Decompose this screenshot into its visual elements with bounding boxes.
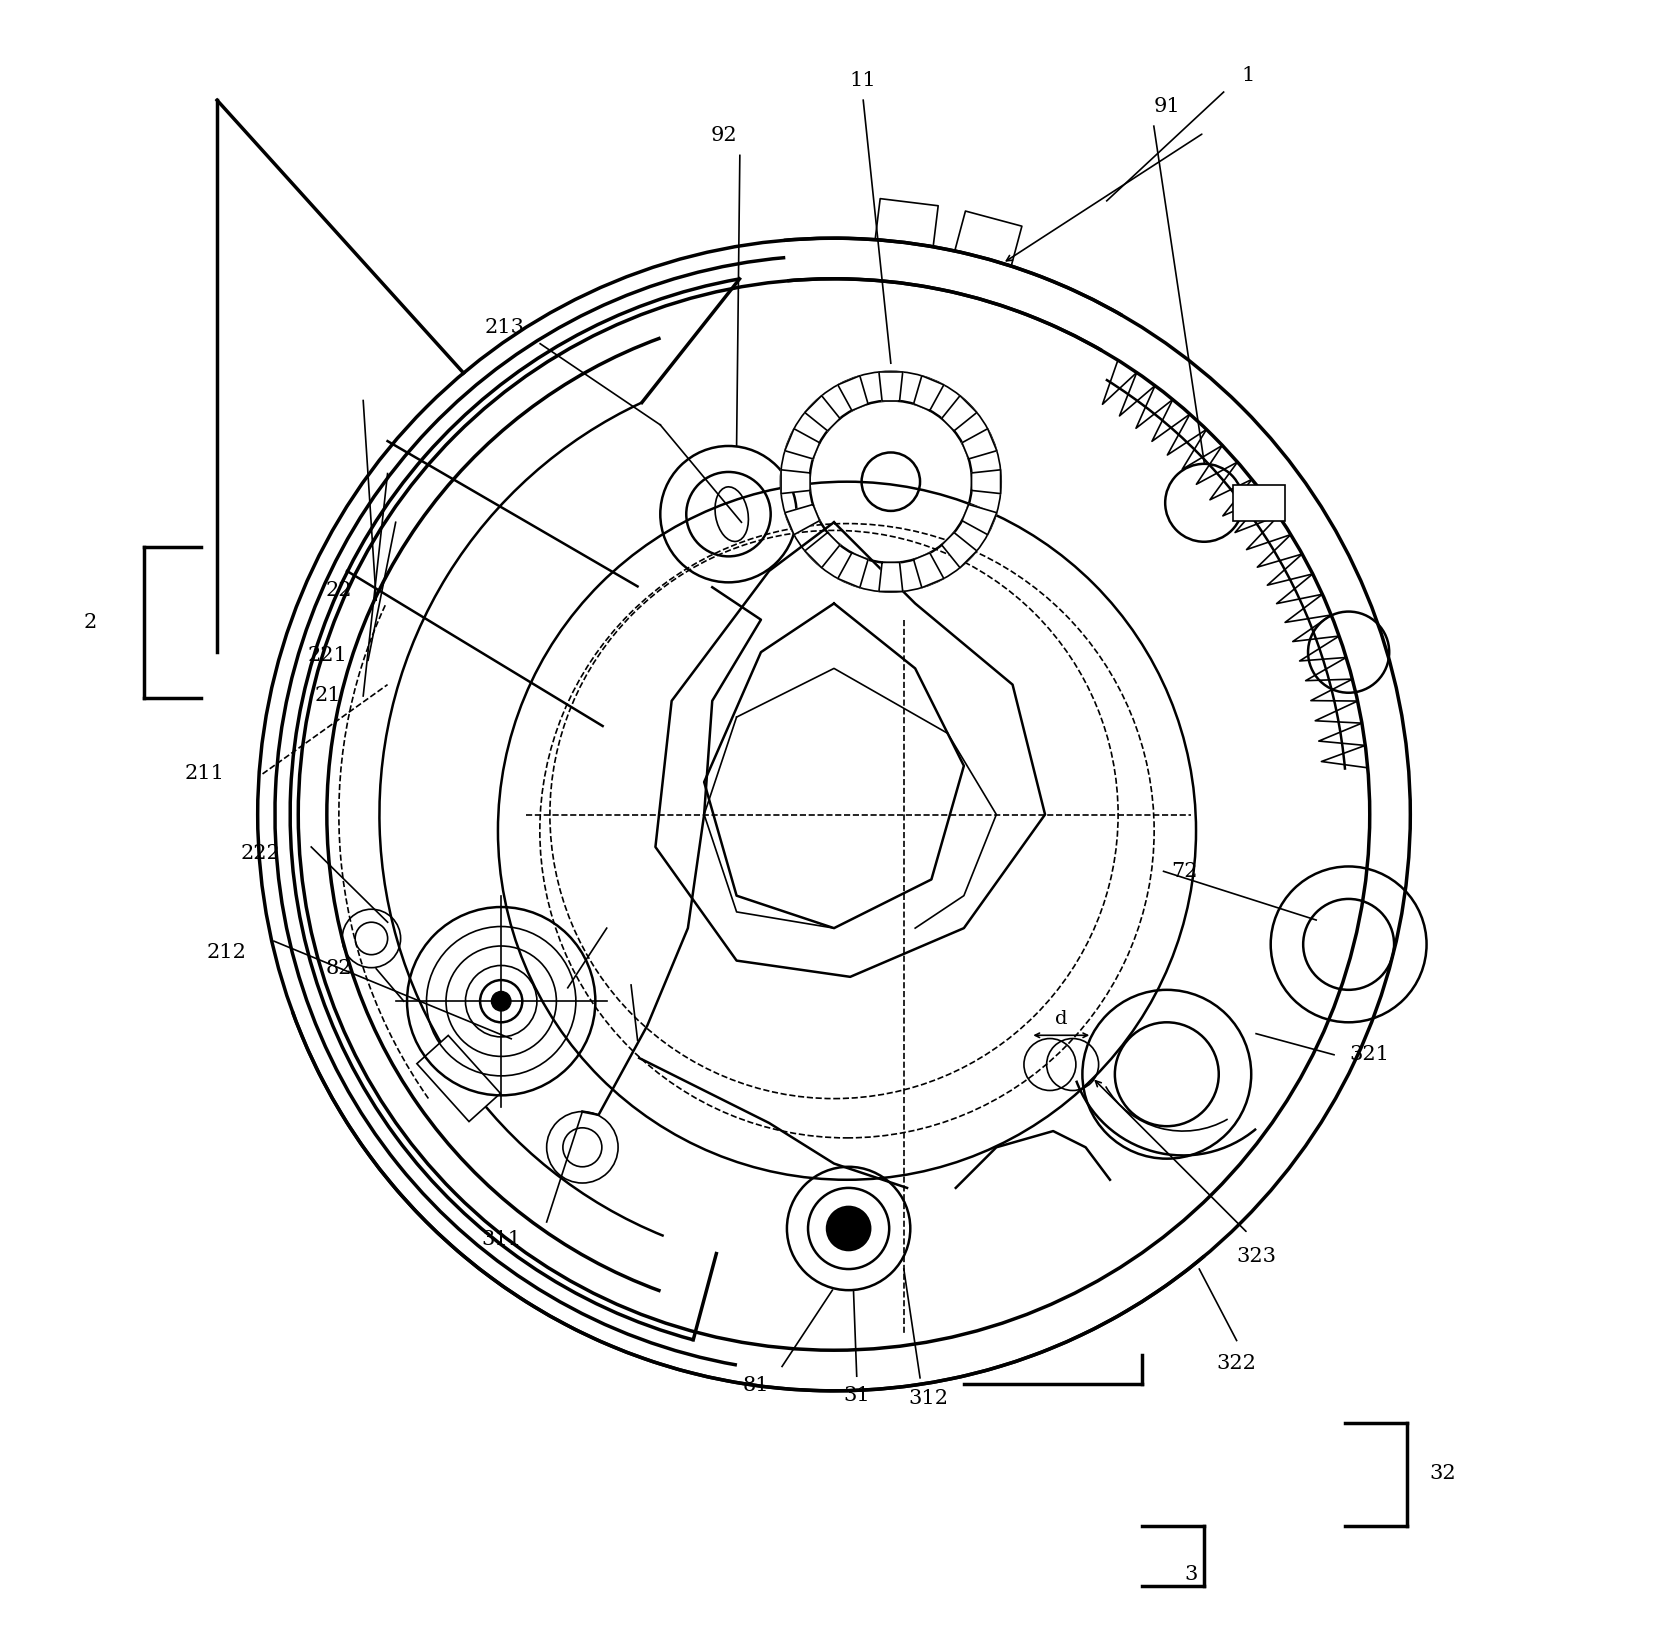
Text: 321: 321 xyxy=(1349,1046,1389,1064)
Polygon shape xyxy=(962,505,997,534)
Polygon shape xyxy=(962,428,997,459)
Polygon shape xyxy=(879,371,902,401)
Text: 322: 322 xyxy=(1216,1354,1256,1373)
Text: 311: 311 xyxy=(480,1230,522,1249)
Polygon shape xyxy=(804,533,841,569)
Polygon shape xyxy=(914,552,944,588)
Polygon shape xyxy=(942,396,977,430)
Bar xyxy=(417,1036,500,1122)
Text: 92: 92 xyxy=(711,127,737,145)
Text: 91: 91 xyxy=(1154,98,1181,116)
Text: 221: 221 xyxy=(307,647,347,665)
Polygon shape xyxy=(781,469,811,494)
Polygon shape xyxy=(971,469,1001,494)
Circle shape xyxy=(492,992,510,1012)
Text: 31: 31 xyxy=(844,1386,871,1406)
Polygon shape xyxy=(879,562,902,591)
Text: 11: 11 xyxy=(851,72,877,90)
Text: 21: 21 xyxy=(314,686,340,705)
Text: 82: 82 xyxy=(325,959,352,979)
Bar xyxy=(1233,485,1286,521)
Text: 212: 212 xyxy=(207,943,247,963)
Text: 22: 22 xyxy=(325,582,352,599)
Text: 222: 222 xyxy=(242,844,280,863)
Circle shape xyxy=(827,1207,869,1249)
Text: 1: 1 xyxy=(1241,67,1254,85)
Polygon shape xyxy=(914,376,944,411)
Polygon shape xyxy=(786,428,819,459)
Text: 32: 32 xyxy=(1429,1464,1456,1482)
Text: 213: 213 xyxy=(484,318,524,337)
Polygon shape xyxy=(804,396,841,430)
Text: 3: 3 xyxy=(1184,1565,1198,1583)
Polygon shape xyxy=(837,376,867,411)
Text: d: d xyxy=(1056,1010,1068,1028)
Text: 81: 81 xyxy=(742,1377,769,1396)
Text: 323: 323 xyxy=(1236,1246,1276,1266)
Polygon shape xyxy=(942,533,977,569)
Text: 211: 211 xyxy=(183,764,224,784)
Text: 72: 72 xyxy=(1171,862,1198,881)
Text: 2: 2 xyxy=(83,614,97,632)
Polygon shape xyxy=(837,552,867,588)
Text: 312: 312 xyxy=(907,1390,947,1409)
Polygon shape xyxy=(786,505,819,534)
